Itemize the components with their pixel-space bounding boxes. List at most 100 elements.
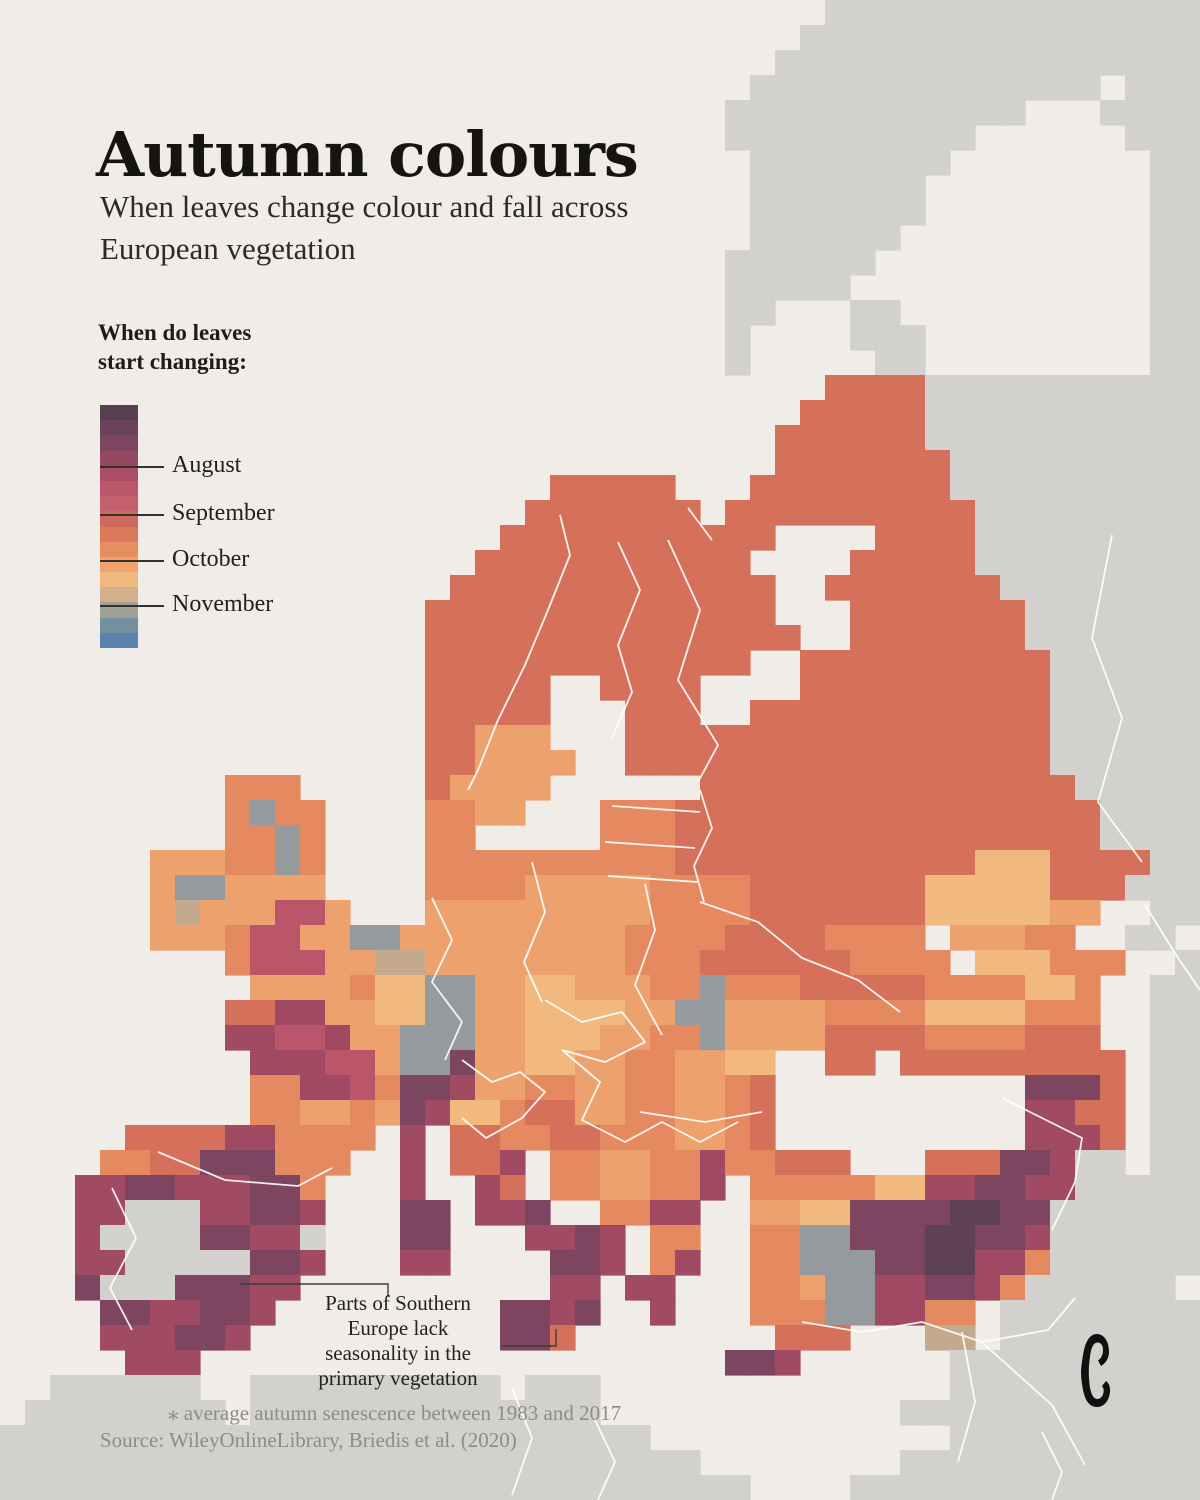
map-cell xyxy=(575,625,601,651)
map-cell xyxy=(450,950,476,976)
map-cell xyxy=(100,1150,126,1176)
map-cell xyxy=(750,525,776,551)
map-cell xyxy=(100,1375,126,1401)
map-cell xyxy=(750,300,776,326)
map-cell xyxy=(1000,675,1026,701)
map-cell xyxy=(650,1300,676,1326)
map-cell xyxy=(825,250,851,276)
map-cell xyxy=(1150,325,1176,351)
map-cell xyxy=(525,1475,551,1500)
map-cell xyxy=(900,800,926,826)
map-cell xyxy=(825,850,851,876)
map-cell xyxy=(1175,550,1200,576)
map-cell xyxy=(925,950,951,976)
map-cell xyxy=(125,1175,151,1201)
map-cell xyxy=(0,1475,26,1500)
map-cell xyxy=(1075,550,1101,576)
map-cell xyxy=(900,350,926,376)
map-cell xyxy=(1125,1275,1151,1301)
map-cell xyxy=(950,500,976,526)
map-cell xyxy=(1175,575,1200,601)
map-cell xyxy=(475,1100,501,1126)
map-cell xyxy=(575,500,601,526)
map-cell xyxy=(175,925,201,951)
map-cell xyxy=(300,1150,326,1176)
map-cell xyxy=(500,700,526,726)
map-cell xyxy=(425,1400,451,1426)
map-cell xyxy=(550,650,576,676)
map-cell xyxy=(650,475,676,501)
map-cell xyxy=(450,1025,476,1051)
map-cell xyxy=(250,1425,276,1451)
map-cell xyxy=(800,1250,826,1276)
map-cell xyxy=(925,400,951,426)
map-cell xyxy=(800,900,826,926)
map-cell xyxy=(1025,650,1051,676)
map-cell xyxy=(375,925,401,951)
map-cell xyxy=(425,975,451,1001)
map-cell xyxy=(875,150,901,176)
map-cell xyxy=(750,950,776,976)
map-cell xyxy=(275,975,301,1001)
map-cell xyxy=(750,1225,776,1251)
map-cell xyxy=(1175,800,1200,826)
map-cell xyxy=(1175,525,1200,551)
map-cell xyxy=(425,875,451,901)
map-cell xyxy=(1050,1375,1076,1401)
map-cell xyxy=(450,775,476,801)
map-cell xyxy=(400,950,426,976)
map-cell xyxy=(875,725,901,751)
map-cell xyxy=(1175,400,1200,426)
map-cell xyxy=(850,825,876,851)
map-cell xyxy=(1100,375,1126,401)
map-cell xyxy=(850,0,876,26)
map-cell xyxy=(875,850,901,876)
map-cell xyxy=(1050,575,1076,601)
map-cell xyxy=(875,1000,901,1026)
map-cell xyxy=(800,975,826,1001)
map-cell xyxy=(825,775,851,801)
map-cell xyxy=(1175,1350,1200,1376)
map-cell xyxy=(1175,1375,1200,1401)
map-cell xyxy=(925,875,951,901)
map-cell xyxy=(150,1425,176,1451)
annotation-line-2: Europe lack xyxy=(347,1316,449,1340)
map-cell xyxy=(550,1400,576,1426)
map-cell xyxy=(575,1250,601,1276)
map-cell xyxy=(425,1050,451,1076)
map-cell xyxy=(750,925,776,951)
map-cell xyxy=(625,650,651,676)
map-cell xyxy=(875,325,901,351)
map-cell xyxy=(625,1125,651,1151)
map-cell xyxy=(1000,475,1026,501)
country-borders xyxy=(108,507,1200,1500)
map-cell xyxy=(1075,950,1101,976)
map-cell xyxy=(200,1275,226,1301)
map-cell xyxy=(850,1250,876,1276)
map-cell xyxy=(525,1125,551,1151)
map-cell xyxy=(1175,25,1200,51)
map-cell xyxy=(1150,300,1176,326)
map-cell xyxy=(1175,600,1200,626)
map-cell xyxy=(575,1125,601,1151)
map-cell xyxy=(925,1150,951,1176)
map-cell xyxy=(500,1475,526,1500)
map-cell xyxy=(500,975,526,1001)
map-cell xyxy=(1075,425,1101,451)
map-cell xyxy=(325,1000,351,1026)
map-cell xyxy=(775,1275,801,1301)
map-cell xyxy=(650,850,676,876)
map-cell xyxy=(1050,0,1076,26)
map-cell xyxy=(275,825,301,851)
map-cell xyxy=(750,250,776,276)
map-cell xyxy=(425,1425,451,1451)
map-cell xyxy=(1175,100,1200,126)
map-cell xyxy=(875,625,901,651)
map-cell xyxy=(225,775,251,801)
map-cell xyxy=(925,1400,951,1426)
map-cell xyxy=(950,0,976,26)
country-border-line xyxy=(1001,1097,1083,1231)
map-cell xyxy=(150,1350,176,1376)
map-cell xyxy=(975,500,1001,526)
map-cell xyxy=(300,1450,326,1476)
